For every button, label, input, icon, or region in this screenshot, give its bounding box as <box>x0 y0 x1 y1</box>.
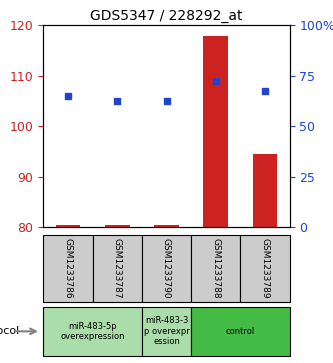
FancyBboxPatch shape <box>43 235 93 302</box>
Text: GSM1233790: GSM1233790 <box>162 238 171 299</box>
Text: GSM1233788: GSM1233788 <box>211 238 220 299</box>
Bar <box>154 225 179 227</box>
FancyBboxPatch shape <box>43 307 142 356</box>
Bar <box>56 225 80 227</box>
Bar <box>253 154 277 227</box>
FancyBboxPatch shape <box>240 235 290 302</box>
Text: miR-483-5p
overexpression: miR-483-5p overexpression <box>60 322 125 341</box>
Text: protocol: protocol <box>0 326 20 337</box>
Text: GSM1233789: GSM1233789 <box>260 238 270 299</box>
FancyBboxPatch shape <box>93 235 142 302</box>
Text: miR-483-3
p overexpr
ession: miR-483-3 p overexpr ession <box>144 317 189 346</box>
FancyBboxPatch shape <box>191 235 240 302</box>
Text: GSM1233787: GSM1233787 <box>113 238 122 299</box>
FancyBboxPatch shape <box>191 307 290 356</box>
Bar <box>105 225 130 227</box>
Bar <box>203 36 228 227</box>
FancyBboxPatch shape <box>142 235 191 302</box>
Text: GSM1233786: GSM1233786 <box>63 238 73 299</box>
Title: GDS5347 / 228292_at: GDS5347 / 228292_at <box>90 9 243 23</box>
FancyBboxPatch shape <box>142 307 191 356</box>
Text: control: control <box>226 327 255 336</box>
